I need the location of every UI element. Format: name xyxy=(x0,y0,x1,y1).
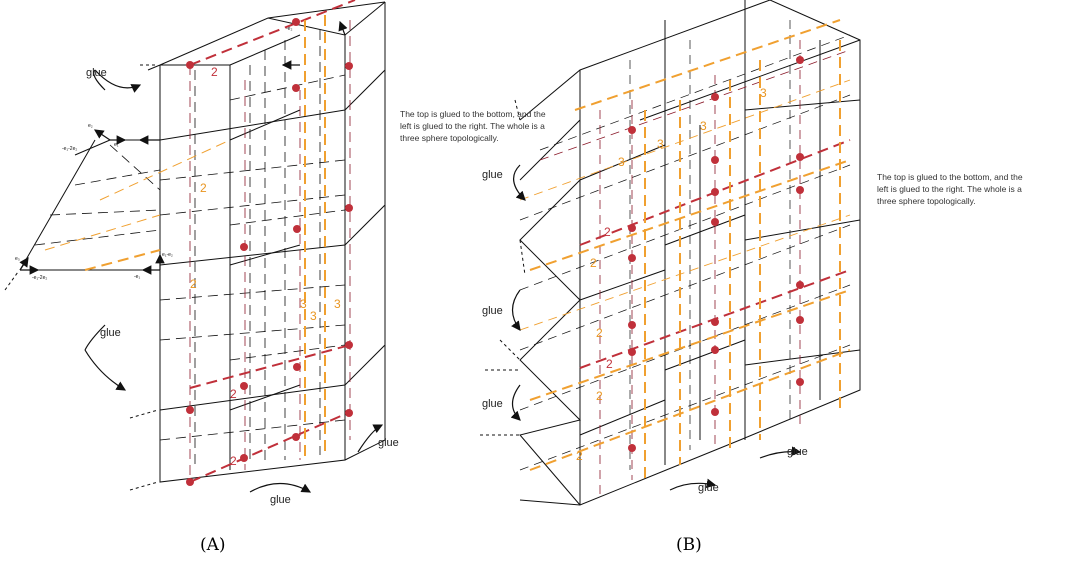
glue-label: glue xyxy=(270,494,291,506)
label-orange-2: 2 xyxy=(596,389,603,403)
panel-a: -e₁-2e₂ e₂ e₁ e₃ e₁-e₂ -e₁-2e₂ -e₁ -e₂ 2… xyxy=(4,0,399,555)
vector-label: e₁-e₂ xyxy=(162,252,173,258)
red-dot xyxy=(711,346,719,354)
red-dot xyxy=(628,321,636,329)
red-dot xyxy=(796,153,804,161)
red-dot xyxy=(796,56,804,64)
glue-label: glue xyxy=(482,398,503,410)
panel-a-red-dashed xyxy=(189,20,351,482)
vector-label: -e₂ xyxy=(286,26,292,32)
red-dot xyxy=(345,409,353,417)
glue-label: glue xyxy=(787,446,808,458)
panel-b-note-line: left is glued to the right. The whole is… xyxy=(400,121,545,131)
panel-a-red-dots xyxy=(186,18,353,486)
panel-b-red-dashed xyxy=(539,40,851,495)
red-dot xyxy=(186,61,194,69)
glue-label: glue xyxy=(482,169,503,181)
label-orange-2: 2 xyxy=(576,449,583,463)
label-orange-3: 3 xyxy=(700,119,707,133)
red-dot xyxy=(292,18,300,26)
panel-b-dotted-lines xyxy=(480,99,526,436)
vector-label: -e₁-2e₂ xyxy=(32,275,47,281)
red-dot xyxy=(240,454,248,462)
vector-label: -e₁-2e₂ xyxy=(62,146,77,152)
red-dot xyxy=(711,318,719,326)
red-dot xyxy=(711,156,719,164)
glue-label: glue xyxy=(482,305,503,317)
vector-label: e₃ xyxy=(15,256,20,262)
label-red-2: 2 xyxy=(230,454,237,468)
panel-b-orange-thick xyxy=(529,19,851,480)
side-note-line: three sphere topologically. xyxy=(877,196,976,206)
panel-b-red-dots xyxy=(628,56,804,452)
red-dot xyxy=(711,408,719,416)
panel-b-outline xyxy=(519,0,861,506)
panel-b-orange-thin xyxy=(519,79,851,331)
panel-a-orange-dashed xyxy=(44,139,231,251)
label-orange-3: 3 xyxy=(657,137,664,151)
label-red-2: 2 xyxy=(604,225,611,239)
vector-label: -e₁ xyxy=(134,274,140,280)
label-red-2: 2 xyxy=(211,65,218,79)
panel-a-dotted-lines xyxy=(4,64,159,491)
label-orange-2: 2 xyxy=(200,181,207,195)
label-orange-3: 3 xyxy=(310,309,317,323)
red-dot xyxy=(628,348,636,356)
panel-b-glue-arrows xyxy=(510,164,802,491)
red-dot xyxy=(796,316,804,324)
panel-b-note-line: The top is glued to the bottom, and the xyxy=(400,109,546,119)
red-dot xyxy=(186,478,194,486)
red-dot xyxy=(628,444,636,452)
red-dot xyxy=(711,188,719,196)
label-orange-3: 3 xyxy=(760,86,767,100)
caption-b: (B) xyxy=(676,535,702,555)
red-dot xyxy=(240,382,248,390)
red-dot xyxy=(293,225,301,233)
glue-label: glue xyxy=(698,482,719,494)
red-dot xyxy=(628,126,636,134)
side-note-line: left is glued to the right. The whole is… xyxy=(877,184,1022,194)
red-dot xyxy=(293,363,301,371)
red-dot xyxy=(796,281,804,289)
red-dot xyxy=(796,186,804,194)
red-dot xyxy=(240,243,248,251)
panel-b: 3 3 3 3 2 2 2 2 2 2 glue glue glue glue … xyxy=(400,0,861,555)
red-dot xyxy=(345,62,353,70)
panel-a-vectors xyxy=(19,20,348,275)
red-dot xyxy=(711,218,719,226)
red-dot xyxy=(292,433,300,441)
panel-b-dashed-grid xyxy=(519,20,851,471)
panel-a-orange-thick xyxy=(84,15,326,460)
caption-a: (A) xyxy=(200,535,226,555)
label-orange-2: 2 xyxy=(596,326,603,340)
label-orange-2: 2 xyxy=(590,256,597,270)
panel-a-outline xyxy=(19,1,386,483)
glue-label: glue xyxy=(86,67,107,79)
panel-a-red-thick xyxy=(189,0,356,483)
red-dot xyxy=(292,84,300,92)
red-dot xyxy=(628,224,636,232)
label-red-2: 2 xyxy=(606,357,613,371)
red-dot xyxy=(345,341,353,349)
side-note: The top is glued to the bottom, and the … xyxy=(877,172,1023,206)
glue-label: glue xyxy=(378,437,399,449)
panel-b-note-line: three sphere topologically. xyxy=(400,133,499,143)
label-orange-3: 3 xyxy=(618,155,625,169)
red-dot xyxy=(796,378,804,386)
vector-label: e₁ xyxy=(114,142,119,148)
red-dot xyxy=(186,406,194,414)
red-dot xyxy=(345,204,353,212)
red-dot xyxy=(628,254,636,262)
side-note-line: The top is glued to the bottom, and the xyxy=(877,172,1023,182)
glue-label: glue xyxy=(100,327,121,339)
label-orange-3: 3 xyxy=(300,297,307,311)
red-dot xyxy=(711,93,719,101)
vector-label: e₂ xyxy=(88,123,93,129)
panel-a-glue-arrows xyxy=(84,69,384,493)
label-orange-3: 3 xyxy=(334,297,341,311)
label-red-2: 2 xyxy=(230,387,237,401)
label-orange-2: 2 xyxy=(190,277,197,291)
